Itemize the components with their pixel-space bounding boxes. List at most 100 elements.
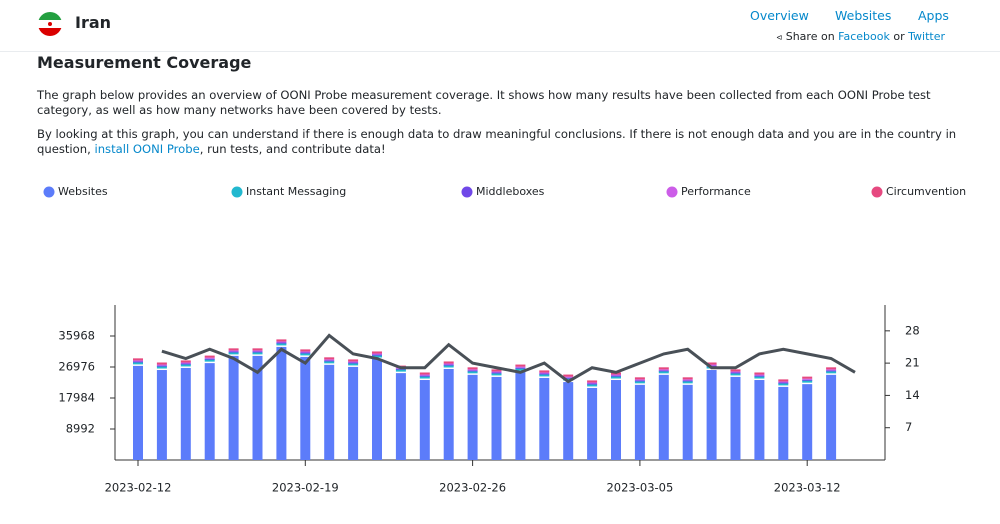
x-tick-label: 2023-02-12 bbox=[105, 481, 172, 495]
bar-segment bbox=[658, 369, 669, 371]
bar-segment bbox=[730, 376, 741, 460]
bar-segment bbox=[228, 351, 239, 355]
bar-segment bbox=[300, 351, 311, 353]
bar-segment bbox=[395, 373, 406, 460]
bar-segment bbox=[682, 377, 693, 380]
y2-tick-label: 28 bbox=[905, 323, 920, 337]
bar-segment bbox=[156, 364, 167, 366]
bar-segment bbox=[204, 363, 215, 460]
legend-label: Instant Messaging bbox=[246, 185, 346, 198]
bar-segment bbox=[276, 341, 287, 343]
bar-segment bbox=[778, 381, 789, 383]
bar-segment bbox=[156, 370, 167, 460]
nav-link[interactable]: Websites bbox=[835, 8, 892, 23]
bar-segment bbox=[563, 374, 574, 377]
bar-segment bbox=[754, 376, 765, 379]
bar-segment bbox=[228, 350, 239, 352]
bar-segment bbox=[228, 351, 239, 353]
nav-link[interactable]: Apps bbox=[918, 8, 949, 23]
bar-segment bbox=[180, 360, 191, 363]
bar-segment bbox=[180, 367, 191, 460]
facebook-link[interactable]: Facebook bbox=[838, 30, 890, 43]
bar-segment bbox=[372, 358, 382, 460]
bar-segment bbox=[180, 363, 191, 365]
bar-segment bbox=[611, 376, 621, 379]
bar-segment bbox=[204, 357, 215, 359]
bar-segment bbox=[156, 365, 167, 367]
install-link[interactable]: install OONI Probe bbox=[94, 142, 200, 156]
bar-segment bbox=[443, 368, 454, 460]
bar-segment bbox=[204, 359, 215, 362]
bar-segment bbox=[587, 380, 598, 383]
bar-segment bbox=[563, 377, 574, 379]
advice-text: By looking at this graph, you can unders… bbox=[37, 127, 957, 156]
bar-segment bbox=[133, 360, 143, 362]
bar-segment bbox=[634, 377, 645, 380]
bar-segment bbox=[300, 349, 311, 352]
bar-segment bbox=[348, 363, 359, 366]
bar-segment bbox=[276, 339, 287, 342]
legend-marker bbox=[43, 186, 55, 198]
bar-segment bbox=[754, 374, 765, 376]
bar-segment bbox=[419, 372, 430, 375]
bar-segment bbox=[419, 376, 430, 379]
y-tick-label: 8992 bbox=[66, 422, 95, 436]
bar-segment bbox=[682, 379, 693, 381]
bar-segment bbox=[730, 371, 741, 373]
bar-segment bbox=[778, 382, 789, 384]
bar-segment bbox=[682, 380, 693, 384]
bar-segment bbox=[467, 370, 478, 372]
country-name: Iran bbox=[75, 13, 112, 32]
bar-segment bbox=[802, 379, 813, 381]
y2-tick-label: 14 bbox=[905, 388, 920, 402]
bar-segment bbox=[563, 376, 574, 378]
bar-segment bbox=[133, 365, 143, 460]
bar-segment bbox=[778, 382, 789, 386]
bar-segment bbox=[324, 357, 335, 360]
legend-label: Performance bbox=[681, 185, 751, 198]
bar-segment bbox=[467, 374, 478, 460]
legend-label: Middleboxes bbox=[476, 185, 545, 198]
bar-segment bbox=[515, 364, 526, 367]
bar-segment bbox=[372, 355, 382, 358]
bar-segment bbox=[563, 378, 574, 381]
nav-link[interactable]: Overview bbox=[750, 8, 809, 23]
bar-segment bbox=[730, 372, 741, 374]
bar-segment bbox=[133, 361, 143, 365]
twitter-link[interactable]: Twitter bbox=[908, 30, 945, 43]
bar-segment bbox=[754, 380, 765, 460]
bar-segment bbox=[802, 384, 813, 460]
bar-segment bbox=[634, 380, 645, 384]
bar-segment bbox=[491, 369, 502, 372]
bar-segment bbox=[515, 367, 526, 369]
bar-segment bbox=[467, 370, 478, 374]
bar-segment bbox=[587, 383, 598, 385]
legend-label: Circumvention bbox=[886, 185, 966, 198]
bar-segment bbox=[491, 373, 502, 376]
bar-segment bbox=[587, 387, 598, 460]
bar-segment bbox=[276, 346, 287, 460]
bar-segment bbox=[467, 367, 478, 370]
bar-segment bbox=[539, 372, 550, 374]
bar-segment bbox=[539, 377, 550, 460]
bar-segment bbox=[754, 375, 765, 377]
bar-segment bbox=[658, 367, 669, 370]
bar-segment bbox=[611, 374, 621, 376]
bar-segment bbox=[419, 374, 430, 376]
section-title: Measurement Coverage bbox=[37, 53, 252, 72]
x-tick-label: 2023-03-12 bbox=[774, 481, 841, 495]
bar-segment bbox=[682, 380, 693, 382]
bar-segment bbox=[730, 369, 741, 372]
header: Iran Overview Websites Apps ⪦ Share on F… bbox=[0, 0, 1000, 52]
legend-marker bbox=[231, 186, 243, 198]
legend-marker bbox=[666, 186, 678, 198]
line bbox=[161, 333, 856, 384]
bar-segment bbox=[372, 353, 382, 355]
x-tick-label: 2023-03-05 bbox=[606, 481, 673, 495]
bar-segment bbox=[658, 374, 669, 460]
bar-segment bbox=[539, 374, 550, 377]
bar-segment bbox=[443, 365, 454, 368]
bar-segment bbox=[682, 384, 693, 460]
bar-segment bbox=[348, 361, 359, 363]
